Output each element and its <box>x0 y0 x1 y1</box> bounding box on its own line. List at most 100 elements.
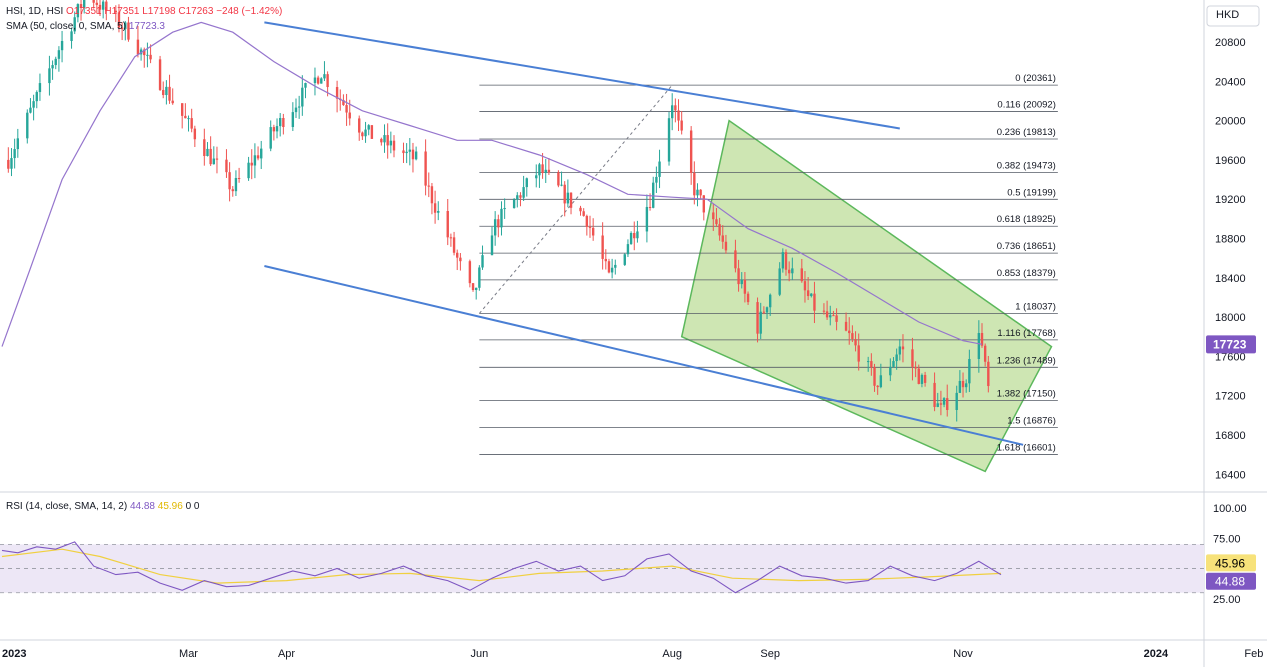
candle[interactable] <box>911 337 914 381</box>
candle[interactable] <box>737 259 740 292</box>
candle[interactable] <box>914 361 917 378</box>
candle[interactable] <box>892 357 895 368</box>
candle[interactable] <box>946 384 949 417</box>
candle[interactable] <box>402 142 405 163</box>
candle[interactable] <box>459 253 462 271</box>
candle[interactable] <box>171 88 174 105</box>
candle[interactable] <box>832 310 835 317</box>
candle[interactable] <box>901 334 905 363</box>
candle[interactable] <box>557 170 560 188</box>
candle[interactable] <box>535 164 538 188</box>
candle[interactable] <box>658 149 661 189</box>
candle[interactable] <box>566 179 570 208</box>
candle[interactable] <box>538 162 541 188</box>
candle[interactable] <box>146 42 149 68</box>
candle[interactable] <box>848 317 851 345</box>
candle[interactable] <box>256 146 260 161</box>
candle[interactable] <box>278 113 282 137</box>
candle[interactable] <box>652 176 655 209</box>
candle[interactable] <box>942 397 946 408</box>
candle[interactable] <box>231 186 234 197</box>
candle[interactable] <box>791 257 794 281</box>
candle[interactable] <box>117 4 121 33</box>
candle[interactable] <box>614 259 617 275</box>
candle[interactable] <box>923 371 927 387</box>
candle[interactable] <box>16 128 20 158</box>
candle[interactable] <box>427 172 430 198</box>
candle[interactable] <box>724 234 728 254</box>
candle[interactable] <box>452 231 456 256</box>
candle[interactable] <box>405 143 408 164</box>
candle[interactable] <box>768 293 772 316</box>
candle[interactable] <box>633 221 636 251</box>
candle[interactable] <box>829 305 832 326</box>
candle[interactable] <box>60 30 64 63</box>
candle[interactable] <box>234 170 238 197</box>
candle[interactable] <box>968 349 971 393</box>
candle[interactable] <box>718 217 721 241</box>
candle[interactable] <box>873 363 876 392</box>
candle[interactable] <box>335 80 339 113</box>
candle[interactable] <box>114 5 118 23</box>
candle[interactable] <box>939 390 943 416</box>
candle[interactable] <box>82 0 86 14</box>
currency-button[interactable] <box>1206 5 1260 27</box>
candle[interactable] <box>813 281 816 324</box>
candle[interactable] <box>215 146 219 174</box>
candle[interactable] <box>193 125 197 148</box>
candle[interactable] <box>696 183 699 207</box>
candle[interactable] <box>127 16 130 42</box>
candle[interactable] <box>490 226 494 256</box>
candle[interactable] <box>516 192 519 208</box>
candle[interactable] <box>345 93 348 126</box>
candle[interactable] <box>693 161 696 205</box>
candle[interactable] <box>456 249 459 271</box>
candle[interactable] <box>955 385 958 422</box>
channel-lower-line[interactable] <box>264 265 1024 446</box>
candle[interactable] <box>411 142 415 173</box>
candle[interactable] <box>582 208 585 217</box>
candle[interactable] <box>282 113 285 135</box>
candle[interactable] <box>105 0 108 21</box>
candle[interactable] <box>879 363 883 389</box>
candle[interactable] <box>124 20 127 41</box>
candle[interactable] <box>313 67 317 96</box>
candle[interactable] <box>895 348 898 370</box>
candle[interactable] <box>95 0 99 14</box>
candle[interactable] <box>228 162 231 202</box>
candle[interactable] <box>184 103 187 119</box>
candle[interactable] <box>304 82 307 99</box>
candle[interactable] <box>917 364 920 385</box>
candle[interactable] <box>958 370 962 394</box>
candle[interactable] <box>101 0 105 19</box>
candle[interactable] <box>655 166 658 194</box>
candle[interactable] <box>364 121 367 143</box>
candle[interactable] <box>260 140 263 170</box>
candle[interactable] <box>70 27 73 49</box>
candle[interactable] <box>162 81 165 99</box>
candle[interactable] <box>408 138 412 166</box>
candle[interactable] <box>370 125 374 139</box>
candle[interactable] <box>478 265 481 291</box>
candle[interactable] <box>680 111 683 135</box>
candle[interactable] <box>512 198 516 209</box>
candle[interactable] <box>889 358 892 382</box>
candle[interactable] <box>272 124 276 141</box>
candle[interactable] <box>474 287 478 300</box>
candle[interactable] <box>51 60 54 80</box>
candle[interactable] <box>468 259 472 288</box>
candle[interactable] <box>414 146 418 161</box>
candle[interactable] <box>437 201 440 221</box>
sma-line[interactable] <box>1 21 983 347</box>
rsi-ma-line[interactable] <box>1 548 1002 584</box>
candle[interactable] <box>854 331 857 352</box>
candle[interactable] <box>358 115 361 141</box>
candle[interactable] <box>180 103 184 129</box>
candle[interactable] <box>689 126 693 185</box>
candle[interactable] <box>500 201 503 236</box>
candle[interactable] <box>168 74 171 104</box>
candle[interactable] <box>765 306 769 319</box>
candle[interactable] <box>563 181 566 217</box>
candle[interactable] <box>759 302 762 340</box>
candle[interactable] <box>392 135 396 158</box>
